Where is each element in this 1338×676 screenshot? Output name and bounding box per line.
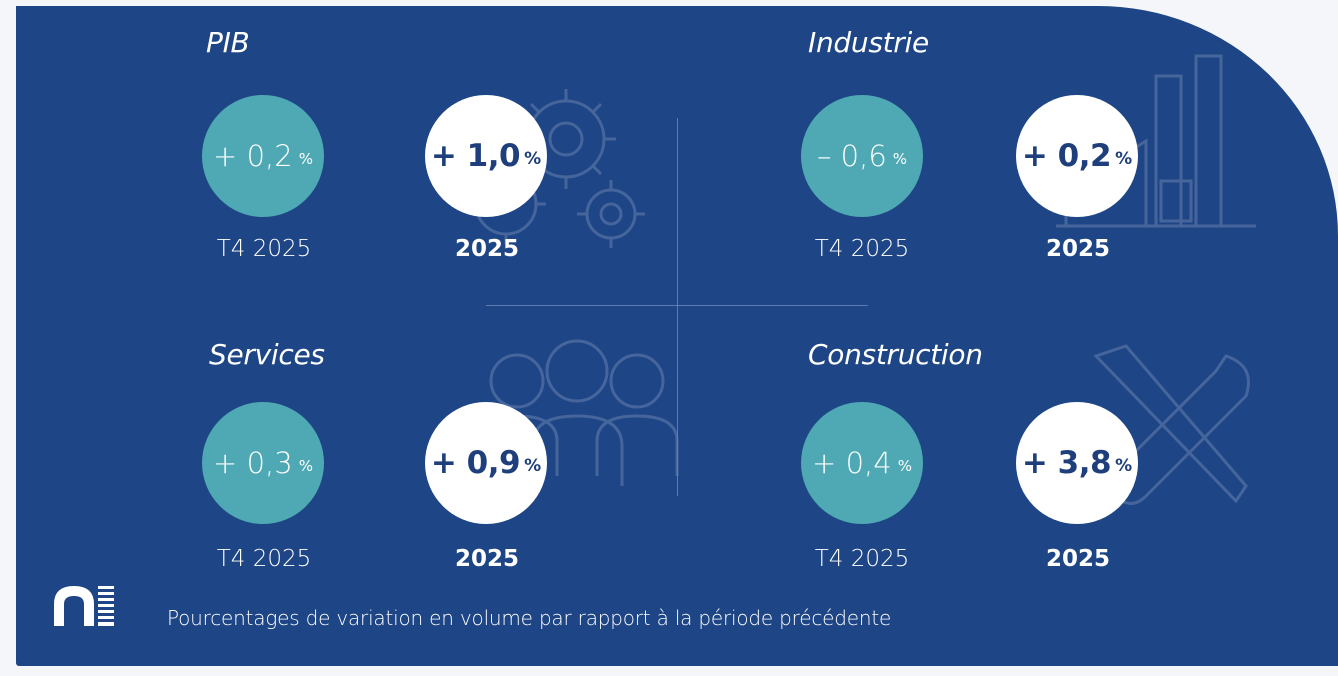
pib-quarter-label: T4 2025	[216, 236, 312, 262]
construction-title: Construction	[808, 338, 983, 371]
services-quarter-value: + 0,3	[213, 446, 293, 480]
construction-year-circle: + 3,8%	[1016, 402, 1138, 524]
industrie-year-circle: + 0,2%	[1016, 95, 1138, 217]
construction-quarter-label: T4 2025	[814, 546, 910, 572]
construction-quarter-circle: + 0,4%	[801, 402, 923, 524]
industrie-year-label: 2025	[1045, 236, 1110, 262]
construction-quarter-value: + 0,4	[812, 446, 892, 480]
services-title: Services	[209, 338, 325, 371]
pib-year-value: + 1,0	[430, 138, 521, 174]
construction-year-value: + 3,8	[1021, 445, 1112, 481]
logo-icon	[52, 582, 120, 632]
pib-year-label: 2025	[454, 236, 519, 262]
industrie-quarter-unit: %	[892, 150, 908, 168]
construction-year-label: 2025	[1045, 546, 1110, 572]
pib-quarter-unit: %	[298, 150, 313, 168]
services-quarter-circle: + 0,3%	[202, 402, 324, 524]
industrie-year-unit: %	[1115, 149, 1133, 169]
construction-year-unit: %	[1115, 456, 1133, 476]
services-year-circle: + 0,9%	[425, 402, 547, 524]
services-year-value: + 0,9	[430, 445, 521, 481]
divider-horizontal	[486, 305, 868, 306]
pib-year-circle: + 1,0%	[425, 95, 547, 217]
footnote: Pourcentages de variation en volume par …	[167, 606, 892, 630]
infographic-panel: PIB + 0,2% + 1,0% T4 2025 2025 Industrie…	[16, 6, 1338, 666]
pib-year-unit: %	[524, 149, 542, 169]
industrie-quarter-label: T4 2025	[814, 236, 910, 262]
services-quarter-label: T4 2025	[216, 546, 312, 572]
industrie-quarter-value: – 0,6	[816, 139, 887, 173]
pib-title: PIB	[206, 26, 250, 59]
industrie-title: Industrie	[808, 26, 929, 59]
industrie-year-value: + 0,2	[1021, 138, 1112, 174]
services-quarter-unit: %	[298, 457, 313, 475]
divider-vertical	[677, 118, 678, 496]
construction-quarter-unit: %	[897, 457, 912, 475]
services-year-unit: %	[524, 456, 542, 476]
pib-quarter-circle: + 0,2%	[202, 95, 324, 217]
pib-quarter-value: + 0,2	[213, 139, 293, 173]
services-year-label: 2025	[454, 546, 519, 572]
industrie-quarter-circle: – 0,6%	[801, 95, 923, 217]
